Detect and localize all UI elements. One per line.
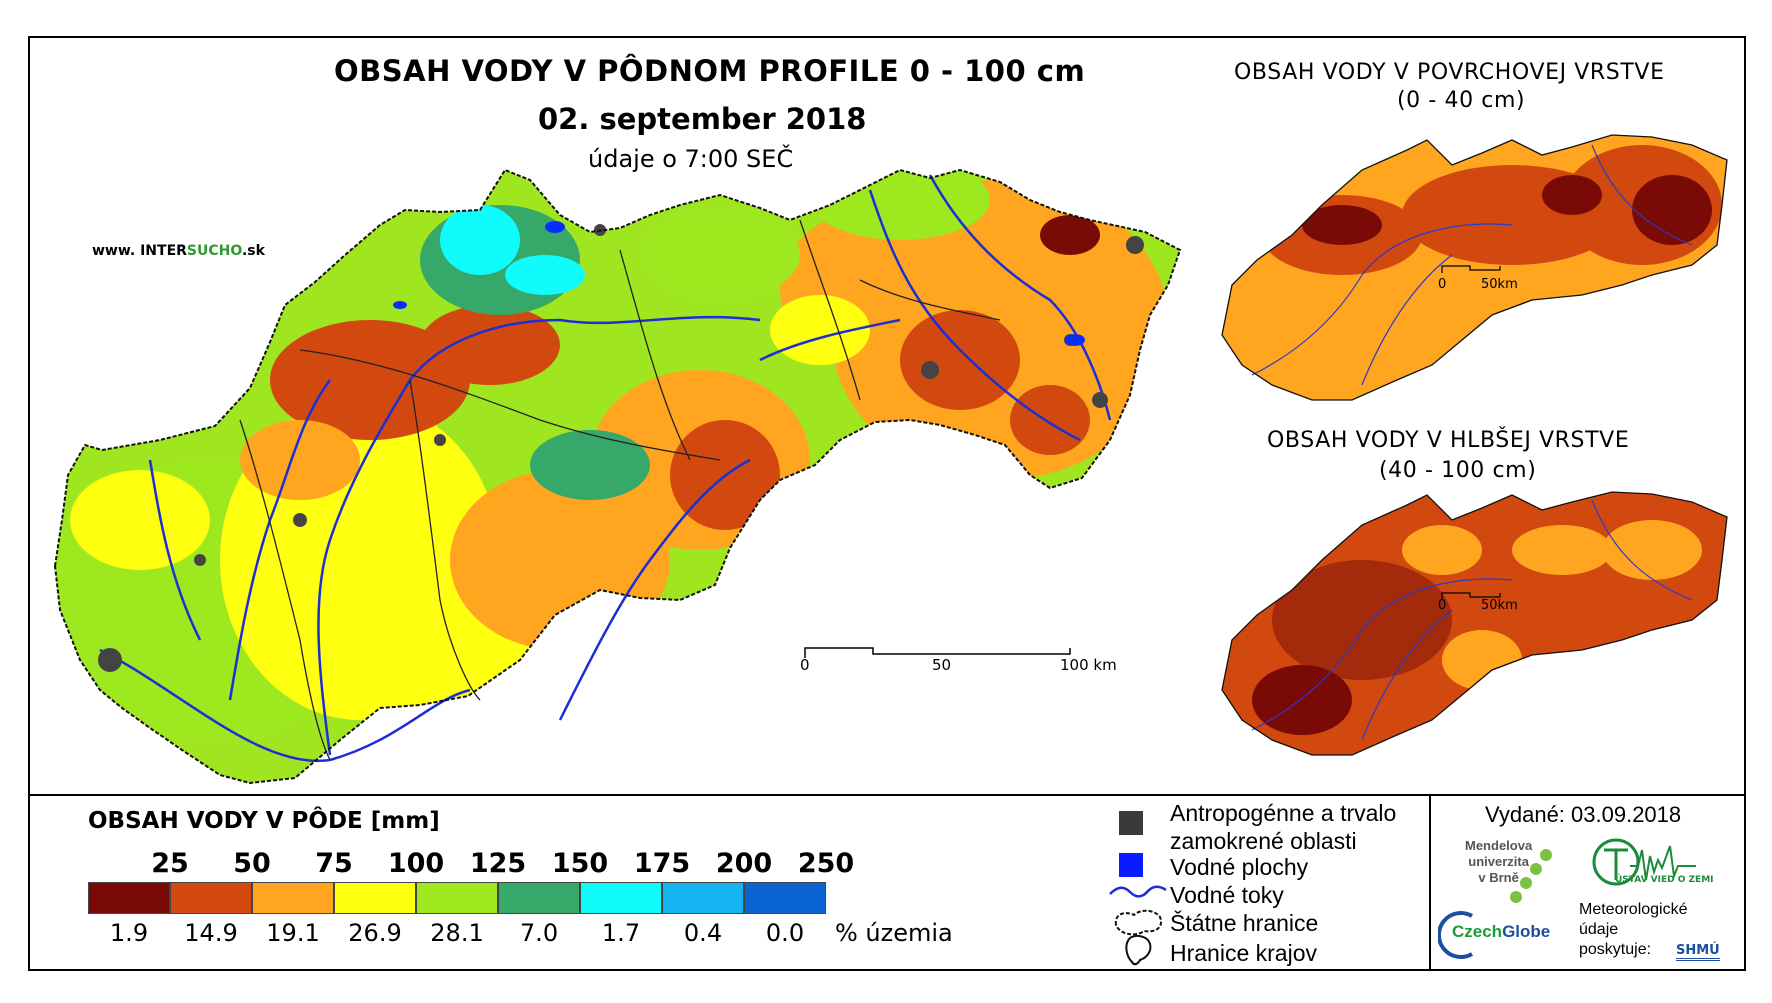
inset-deep-subtitle: (40 - 100 cm) bbox=[1379, 458, 1537, 483]
urban-area-icon bbox=[1119, 811, 1143, 835]
legend-percent: 28.1 bbox=[430, 919, 484, 947]
state-border-icon bbox=[1114, 909, 1162, 936]
legend-threshold: 125 bbox=[469, 848, 527, 879]
inset-surface-subtitle: (0 - 40 cm) bbox=[1397, 88, 1526, 113]
map-date: 02. september 2018 bbox=[538, 102, 867, 136]
legend-percent: 1.7 bbox=[601, 919, 641, 947]
time-note: údaje o 7:00 SEČ bbox=[588, 145, 794, 173]
meteo-line2: údaje bbox=[1579, 921, 1619, 938]
legend-color-box bbox=[416, 882, 498, 914]
legend-percent: 1.9 bbox=[109, 919, 149, 947]
legend-urban-line1: Antropogénne a trvalo bbox=[1170, 800, 1397, 826]
mendel-line1: Mendelova bbox=[1465, 838, 1533, 853]
legend-color-box bbox=[498, 882, 580, 914]
legend-threshold: 75 bbox=[315, 848, 353, 879]
website-accent: SUCHO bbox=[186, 243, 242, 259]
scale-label-100: 100 km bbox=[1060, 656, 1117, 674]
inset-deep-scale-0: 0 bbox=[1438, 598, 1447, 613]
legend-color-box bbox=[252, 882, 334, 914]
czechglobe-logo-icon bbox=[1438, 911, 1474, 959]
website-prefix: www. INTER bbox=[92, 243, 187, 259]
inset-surface-scale-0: 0 bbox=[1438, 277, 1447, 292]
meteo-line1: Meteorologické bbox=[1579, 901, 1688, 918]
map-frame bbox=[28, 36, 1746, 971]
legend-water-bodies: Vodné plochy bbox=[1170, 854, 1309, 880]
water-body-icon bbox=[1119, 853, 1143, 877]
mendel-dots-logo bbox=[1510, 849, 1552, 903]
legend-urban-line2: zamokrené oblasti bbox=[1170, 828, 1357, 854]
czechglobe-logo-text: CzechGlobe bbox=[1452, 922, 1550, 942]
map-title: OBSAH VODY V PÔDNOM PROFILE 0 - 100 cm bbox=[334, 54, 1086, 88]
main-scale-bar bbox=[804, 647, 1071, 658]
legend-percent: 19.1 bbox=[266, 919, 320, 947]
inset-deep-map bbox=[1221, 491, 1728, 756]
legend-color-box bbox=[744, 882, 826, 914]
meteo-credit: Meteorologické údaje poskytuje: bbox=[1579, 900, 1688, 960]
legend-state-border: Štátne hranice bbox=[1170, 910, 1319, 936]
legend-threshold: 250 bbox=[797, 848, 855, 879]
legend-percent: 0.4 bbox=[683, 919, 723, 947]
legend-color-box bbox=[88, 882, 170, 914]
inset-surface-title: OBSAH VODY V POVRCHOVEJ VRSTVE bbox=[1234, 60, 1665, 85]
scale-label-50: 50 bbox=[932, 656, 952, 674]
meteo-line3: poskytuje: bbox=[1579, 941, 1652, 958]
legend-threshold: 150 bbox=[551, 848, 609, 879]
uvoz-logo-icon bbox=[1592, 838, 1696, 886]
website-link[interactable]: www. INTERSUCHO.sk bbox=[92, 243, 265, 259]
scale-label-0: 0 bbox=[800, 656, 810, 674]
legend-region-border: Hranice krajov bbox=[1170, 940, 1317, 966]
legend-color-box bbox=[334, 882, 416, 914]
mendel-logo-text: Mendelova univerzita v Brně bbox=[1465, 838, 1532, 886]
legend-percent: 14.9 bbox=[184, 919, 238, 947]
credits-divider bbox=[1429, 794, 1431, 971]
legend-percent-unit: % územia bbox=[835, 919, 953, 947]
website-suffix: .sk bbox=[241, 243, 265, 259]
legend-threshold: 200 bbox=[715, 848, 773, 879]
inset-surface-scale-50: 50km bbox=[1481, 277, 1518, 292]
main-map bbox=[53, 168, 1182, 785]
legend-threshold: 175 bbox=[633, 848, 691, 879]
czechglobe-b: Globe bbox=[1502, 922, 1551, 941]
legend-percent: 26.9 bbox=[348, 919, 402, 947]
issued-date: Vydané: 03.09.2018 bbox=[1485, 802, 1682, 827]
shmu-logo: SHMÚ bbox=[1676, 943, 1720, 961]
legend-threshold: 100 bbox=[387, 848, 445, 879]
legend-threshold: 25 bbox=[151, 848, 189, 879]
region-border-icon bbox=[1125, 935, 1152, 966]
legend-threshold: 50 bbox=[233, 848, 271, 879]
legend-color-box bbox=[170, 882, 252, 914]
inset-surface-map bbox=[1221, 134, 1728, 401]
legend-color-box bbox=[662, 882, 744, 914]
legend-title: OBSAH VODY V PÔDE [mm] bbox=[88, 808, 440, 834]
inset-deep-title: OBSAH VODY V HLBŠEJ VRSTVE bbox=[1267, 428, 1630, 453]
legend-percent: 7.0 bbox=[519, 919, 559, 947]
mendel-line2: univerzita bbox=[1468, 854, 1529, 869]
legend-rivers: Vodné toky bbox=[1170, 882, 1284, 908]
uvoz-logo-text: ÚSTAV VIED O ZEMI bbox=[1615, 875, 1714, 885]
legend-color-box bbox=[580, 882, 662, 914]
mendel-line3: v Brně bbox=[1478, 870, 1519, 885]
inset-deep-scale-50: 50km bbox=[1481, 598, 1518, 613]
river-icon bbox=[1109, 885, 1167, 898]
legend-divider bbox=[28, 794, 1746, 796]
czechglobe-a: Czech bbox=[1452, 922, 1503, 941]
legend-percent: 0.0 bbox=[765, 919, 805, 947]
